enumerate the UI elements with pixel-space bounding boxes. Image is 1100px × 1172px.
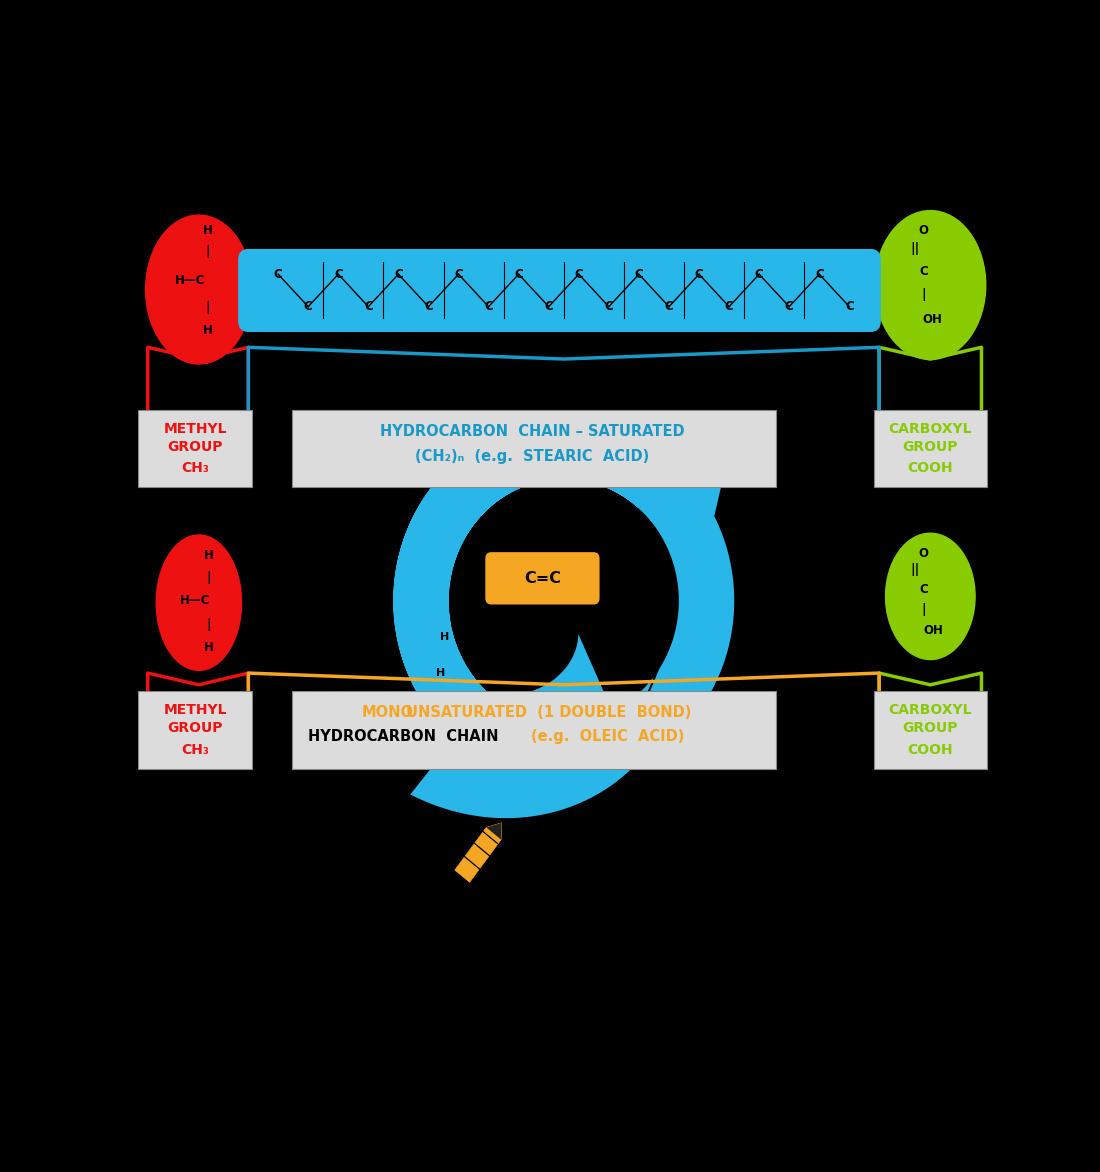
Polygon shape (410, 772, 449, 804)
Text: C: C (755, 267, 763, 281)
Text: C=C: C=C (524, 571, 561, 586)
Text: H: H (440, 632, 449, 642)
Text: C: C (695, 267, 703, 281)
Polygon shape (394, 421, 734, 782)
FancyBboxPatch shape (292, 691, 776, 769)
Text: GROUP: GROUP (903, 721, 958, 735)
Text: C: C (664, 300, 673, 313)
FancyBboxPatch shape (874, 691, 988, 769)
Text: H: H (205, 550, 214, 563)
Text: OH: OH (922, 313, 942, 326)
Text: C: C (544, 300, 553, 313)
Text: |: | (207, 571, 211, 584)
Text: COOH: COOH (908, 462, 953, 475)
Ellipse shape (145, 216, 252, 364)
Text: C: C (484, 300, 493, 313)
Text: C: C (454, 267, 463, 281)
Text: ||: || (911, 243, 920, 255)
FancyBboxPatch shape (292, 409, 776, 488)
Text: HYDROCARBON  CHAIN: HYDROCARBON CHAIN (308, 729, 498, 744)
Text: CARBOXYL: CARBOXYL (889, 422, 972, 436)
Text: METHYL: METHYL (164, 703, 228, 717)
Text: H: H (436, 668, 444, 679)
Text: |: | (921, 602, 926, 615)
FancyBboxPatch shape (139, 691, 252, 769)
Text: O: O (918, 224, 928, 238)
Text: H—C: H—C (175, 274, 206, 287)
Text: HYDROCARBON  CHAIN – SATURATED: HYDROCARBON CHAIN – SATURATED (379, 424, 684, 438)
Text: C: C (515, 267, 522, 281)
Text: H: H (666, 694, 675, 703)
Text: |: | (921, 287, 926, 300)
Text: CH₃: CH₃ (182, 462, 209, 475)
Text: C: C (304, 300, 312, 313)
Text: UNSATURATED  (1 DOUBLE  BOND): UNSATURATED (1 DOUBLE BOND) (406, 706, 692, 721)
Text: C: C (605, 300, 613, 313)
Text: ||: || (911, 563, 920, 575)
Text: C: C (274, 267, 283, 281)
Text: MONO: MONO (362, 706, 414, 721)
Polygon shape (486, 823, 502, 839)
Text: H—C: H—C (179, 594, 210, 607)
Text: |: | (205, 245, 210, 258)
Text: CARBOXYL: CARBOXYL (889, 703, 972, 717)
Ellipse shape (886, 533, 975, 660)
Text: H: H (202, 224, 212, 238)
FancyBboxPatch shape (238, 248, 881, 332)
Text: GROUP: GROUP (167, 440, 223, 454)
Text: C: C (394, 267, 403, 281)
Text: COOH: COOH (908, 743, 953, 757)
Text: C: C (920, 582, 928, 595)
Text: OH: OH (923, 625, 943, 638)
Text: H: H (205, 641, 214, 654)
Ellipse shape (156, 534, 242, 670)
Text: C: C (725, 300, 734, 313)
Text: C: C (815, 267, 824, 281)
Text: H: H (202, 323, 212, 336)
Text: C: C (574, 267, 583, 281)
Text: |: | (207, 618, 211, 631)
Text: C: C (364, 300, 373, 313)
Text: C: C (845, 300, 854, 313)
Text: C: C (784, 300, 793, 313)
Text: C: C (425, 300, 432, 313)
Text: GROUP: GROUP (903, 440, 958, 454)
Text: O: O (918, 546, 928, 559)
Text: CH₃: CH₃ (182, 743, 209, 757)
Ellipse shape (874, 211, 986, 360)
FancyBboxPatch shape (874, 409, 988, 488)
Text: C: C (635, 267, 643, 281)
Polygon shape (410, 634, 636, 818)
FancyBboxPatch shape (139, 409, 252, 488)
Text: GROUP: GROUP (167, 721, 223, 735)
Text: (e.g.  OLEIC  ACID): (e.g. OLEIC ACID) (531, 729, 684, 744)
Text: C: C (653, 657, 661, 667)
Polygon shape (454, 823, 502, 883)
Text: METHYL: METHYL (164, 422, 228, 436)
Polygon shape (649, 441, 732, 516)
Text: C: C (649, 621, 658, 632)
Text: H: H (640, 690, 649, 701)
FancyBboxPatch shape (485, 552, 600, 605)
Text: C: C (920, 265, 928, 278)
Text: C: C (334, 267, 343, 281)
Text: |: | (205, 301, 210, 314)
Text: (CH₂)ₙ  (e.g.  STEARIC  ACID): (CH₂)ₙ (e.g. STEARIC ACID) (415, 449, 649, 464)
